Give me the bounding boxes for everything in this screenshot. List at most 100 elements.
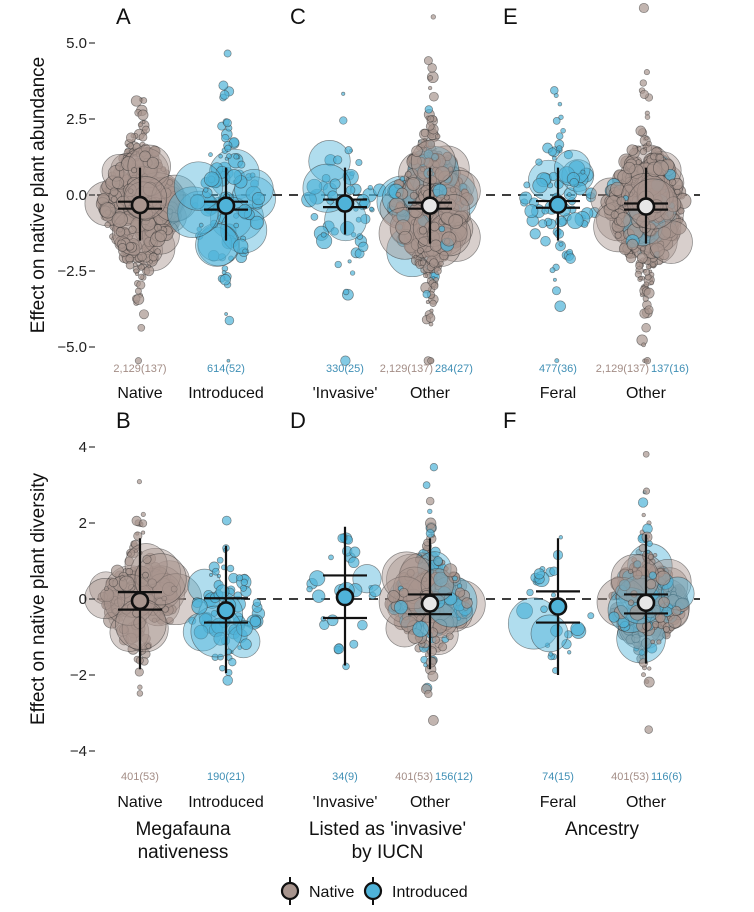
data-point-introduced <box>550 86 559 95</box>
data-point-native <box>614 231 622 239</box>
data-point-introduced <box>348 556 360 569</box>
data-point-introduced <box>321 173 331 183</box>
data-point-native <box>128 225 137 234</box>
data-point-introduced <box>340 221 355 236</box>
y-tick-label: −2 <box>70 667 87 684</box>
data-point-native <box>639 148 647 156</box>
data-point-introduced <box>228 658 237 667</box>
sample-size-label: 614(52) <box>207 363 245 375</box>
legend-label: Introduced <box>392 884 468 901</box>
data-point-native <box>647 553 655 561</box>
panel-label-E: E <box>503 4 518 29</box>
data-point-native <box>395 191 401 198</box>
data-point-introduced <box>431 153 439 161</box>
data-point-native <box>438 260 444 267</box>
data-point-native <box>136 479 142 485</box>
data-point-native <box>627 599 635 606</box>
data-point-introduced <box>221 515 232 526</box>
data-point-introduced <box>538 219 548 229</box>
data-point-native <box>641 342 646 348</box>
x-tick-label: 'Invasive' <box>313 794 378 811</box>
data-point-native <box>117 243 127 252</box>
legend-label: Native <box>309 884 354 901</box>
data-point-native <box>658 596 670 609</box>
data-point-introduced <box>422 481 431 489</box>
data-point-native <box>438 642 448 652</box>
data-point-introduced <box>552 117 561 125</box>
data-point-introduced <box>320 231 327 238</box>
data-point-introduced <box>215 584 230 599</box>
data-point-introduced <box>327 190 339 202</box>
data-point-introduced <box>429 463 439 472</box>
data-point-introduced <box>566 212 584 230</box>
data-point-introduced <box>554 228 565 239</box>
data-point-introduced <box>233 222 239 229</box>
data-point-native <box>429 258 439 268</box>
data-point-introduced <box>422 290 431 299</box>
data-point-introduced <box>452 575 458 582</box>
data-point-introduced <box>235 574 244 582</box>
data-point-introduced <box>540 605 548 613</box>
x-axis-label: Megafauna <box>135 819 231 840</box>
data-point-native <box>443 563 458 578</box>
data-point-native <box>118 575 135 592</box>
data-point-introduced <box>547 147 557 157</box>
data-point-native <box>640 245 646 252</box>
data-point-native <box>141 120 146 124</box>
data-point-native <box>642 450 650 458</box>
data-point-native <box>136 690 144 697</box>
data-point-introduced <box>558 114 564 120</box>
data-point-introduced <box>550 592 557 598</box>
y-tick-label: 2 <box>79 515 87 532</box>
data-point-introduced <box>345 185 356 195</box>
data-point-native <box>135 271 140 277</box>
x-axis-label: Ancestry <box>565 819 639 840</box>
data-point-native <box>639 79 647 87</box>
data-point-introduced <box>226 153 232 159</box>
x-tick-label: Introduced <box>188 385 264 402</box>
data-point-native <box>139 309 149 320</box>
data-point-introduced <box>328 554 334 561</box>
data-point-native <box>424 689 433 699</box>
mean-point <box>548 195 568 215</box>
data-point-introduced <box>540 235 551 247</box>
sample-size-label: 477(36) <box>539 363 577 375</box>
sample-size-label-introduced: 284(27) <box>435 363 473 375</box>
data-point-introduced <box>342 288 350 296</box>
data-point-native <box>441 231 457 247</box>
data-point-introduced <box>310 213 319 221</box>
data-point-introduced <box>203 187 209 193</box>
data-point-introduced <box>211 567 220 576</box>
data-point-native <box>644 305 654 315</box>
data-point-introduced <box>196 226 202 232</box>
data-point-introduced <box>360 213 371 225</box>
data-point-native <box>166 179 174 186</box>
mean-point <box>335 194 355 213</box>
data-point-introduced <box>216 556 224 564</box>
data-point-introduced <box>438 225 446 233</box>
data-point-native <box>135 157 140 162</box>
data-point-introduced <box>557 101 563 107</box>
data-point-native <box>145 643 152 649</box>
data-point-native <box>137 684 143 690</box>
data-point-native <box>418 236 429 247</box>
data-point-native <box>427 63 437 73</box>
data-point-introduced <box>548 651 554 657</box>
data-point-native <box>642 295 649 302</box>
y-tick-label: 2.5 <box>66 111 87 128</box>
data-point-introduced <box>226 358 231 363</box>
data-point-native <box>423 56 433 66</box>
data-point-native <box>146 156 159 170</box>
x-tick-label: Native <box>117 794 162 811</box>
data-point-introduced <box>533 568 545 580</box>
data-point-introduced <box>226 169 243 185</box>
data-point-introduced <box>524 204 539 219</box>
y-tick-label: −4 <box>70 743 87 760</box>
data-point-native <box>427 85 433 91</box>
data-point-native <box>626 144 639 156</box>
mean-point <box>130 591 150 611</box>
data-point-introduced <box>567 650 572 655</box>
y-tick-label: −2.5 <box>57 263 87 280</box>
data-point-native <box>127 142 134 150</box>
